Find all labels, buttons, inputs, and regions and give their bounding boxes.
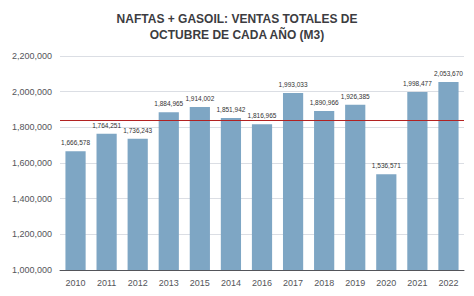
svg-text:2017: 2017 [283,278,303,288]
svg-text:1,926,385: 1,926,385 [341,93,370,100]
svg-text:1,536,571: 1,536,571 [372,162,401,169]
svg-text:1,600,000: 1,600,000 [12,158,52,168]
svg-text:1,736,243: 1,736,243 [123,127,152,134]
svg-text:2019: 2019 [345,278,365,288]
svg-text:2016: 2016 [252,278,272,288]
svg-text:2010: 2010 [66,278,86,288]
svg-text:1,851,942: 1,851,942 [216,106,245,113]
svg-text:2011: 2011 [97,278,116,288]
svg-text:NAFTAS + GASOIL: VENTAS TOTALE: NAFTAS + GASOIL: VENTAS TOTALES DE [117,12,358,26]
svg-text:2018: 2018 [314,278,334,288]
svg-text:2012: 2012 [128,278,148,288]
svg-text:1,890,966: 1,890,966 [310,99,339,106]
svg-text:1,666,578: 1,666,578 [61,139,90,146]
svg-text:1,998,477: 1,998,477 [403,80,432,87]
svg-text:1,816,965: 1,816,965 [248,112,277,119]
svg-text:1,000,000: 1,000,000 [12,265,52,275]
svg-text:2,053,670: 2,053,670 [434,70,463,77]
svg-text:1,800,000: 1,800,000 [12,122,52,132]
svg-text:1,200,000: 1,200,000 [12,229,52,239]
svg-text:2020: 2020 [376,278,396,288]
svg-text:1,993,033: 1,993,033 [279,81,308,88]
svg-text:OCTUBRE DE CADA AÑO (M3): OCTUBRE DE CADA AÑO (M3) [150,27,324,42]
svg-text:1,884,965: 1,884,965 [154,100,183,107]
svg-text:2013: 2013 [159,278,179,288]
svg-text:2,200,000: 2,200,000 [12,51,52,61]
svg-text:1,764,251: 1,764,251 [92,122,121,129]
svg-text:2015: 2015 [190,278,210,288]
svg-text:1,914,002: 1,914,002 [185,95,214,102]
svg-text:2014: 2014 [221,278,241,288]
svg-text:2021: 2021 [407,278,427,288]
svg-text:2,000,000: 2,000,000 [12,87,52,97]
svg-text:2022: 2022 [438,278,458,288]
svg-text:1,400,000: 1,400,000 [12,194,52,204]
